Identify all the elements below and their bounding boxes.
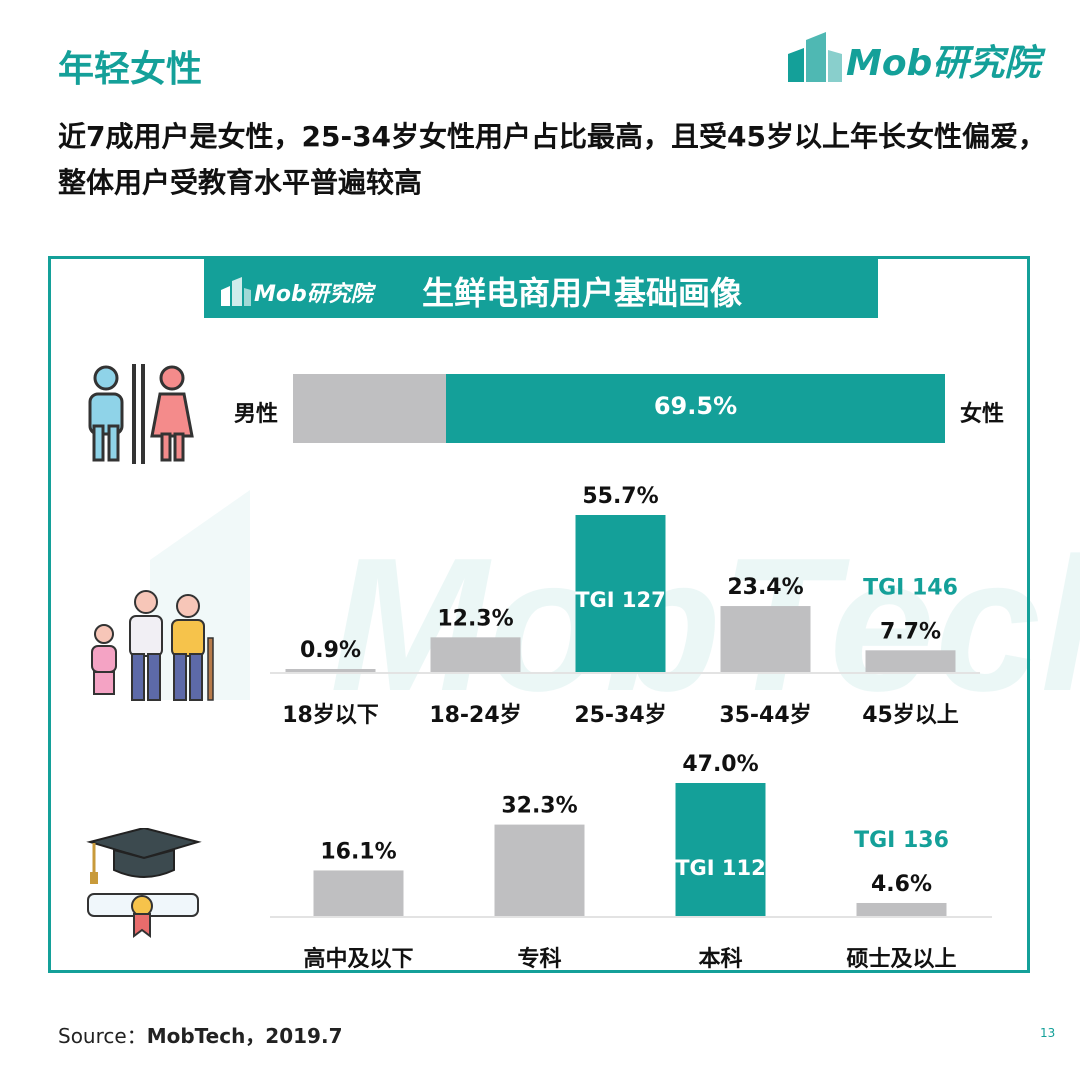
- age-category-label-3: 35-44岁: [719, 702, 811, 728]
- male-female-restroom-icon: [88, 364, 194, 464]
- education-category-label-2: 本科: [698, 947, 742, 972]
- age-value-label-4: 7.7%: [880, 619, 941, 644]
- family-generations-icon: [91, 590, 214, 701]
- education-value-label-3: 4.6%: [871, 872, 932, 897]
- page-subtitle: 近7成用户是女性，25-34岁女性用户占比最高，且受45岁以上年长女性偏爱，整体…: [58, 120, 1047, 199]
- education-bar-3: [856, 902, 947, 916]
- age-bar-3: [720, 606, 811, 672]
- mob-research-logo: Mob研究院: [786, 30, 1046, 90]
- gender-female-value-label: 69.5%: [653, 392, 738, 420]
- education-value-label-2: 47.0%: [682, 752, 758, 777]
- education-bar-2: [675, 783, 766, 916]
- education-tgi-above-1: TGI 136: [854, 828, 949, 853]
- age-tgi-inside-0: TGI 127: [575, 588, 666, 612]
- age-category-label-4: 45岁以上: [862, 702, 959, 728]
- logo-building-icon: [788, 32, 842, 82]
- age-bar-1: [430, 637, 521, 672]
- gender-label-female: 女性: [960, 402, 1005, 427]
- age-bar-2: [575, 515, 666, 672]
- age-tgi-above-1: TGI 146: [863, 575, 958, 600]
- gender-label-male: 男性: [234, 402, 279, 427]
- age-value-label-0: 0.9%: [300, 638, 361, 663]
- gender-bar-male: [293, 374, 446, 443]
- age-category-label-2: 25-34岁: [574, 702, 666, 728]
- section-banner: Mob研究院 生鲜电商用户基础画像: [204, 258, 878, 318]
- education-value-label-1: 32.3%: [501, 794, 577, 819]
- age-bar-0: [285, 669, 376, 672]
- source-note: Source：MobTech，2019.7: [58, 1020, 342, 1049]
- page-number: 13: [1040, 1026, 1056, 1040]
- education-value-label-0: 16.1%: [320, 839, 396, 864]
- education-category-label-3: 硕士及以上: [846, 947, 956, 972]
- education-bar-1: [494, 824, 585, 916]
- age-value-label-2: 55.7%: [582, 484, 658, 509]
- age-bar-4: [865, 650, 956, 672]
- education-category-label-0: 高中及以下: [303, 946, 413, 972]
- age-value-label-1: 12.3%: [437, 606, 513, 631]
- age-value-label-3: 23.4%: [727, 575, 803, 600]
- age-category-label-1: 18-24岁: [429, 702, 521, 728]
- banner-logo-building-icon: [221, 277, 251, 306]
- source-value: MobTech，2019.7: [146, 1024, 343, 1048]
- banner-title: 生鲜电商用户基础画像: [422, 274, 743, 312]
- age-category-label-0: 18岁以下: [282, 702, 379, 728]
- banner-logo-text: Mob研究院: [254, 282, 373, 307]
- logo-text: Mob研究院: [846, 43, 1041, 84]
- graduation-cap-diploma-icon: [86, 828, 202, 938]
- page-title: 年轻女性: [58, 49, 203, 90]
- gender-bar-female: 69.5%: [446, 374, 945, 443]
- education-tgi-inside-0: TGI 112: [675, 856, 766, 880]
- education-category-label-1: 专科: [517, 946, 561, 972]
- education-bar-0: [313, 870, 404, 916]
- banner-logo: Mob研究院: [220, 270, 390, 310]
- source-prefix: Source：: [58, 1024, 147, 1048]
- chart-frame: [48, 256, 1030, 973]
